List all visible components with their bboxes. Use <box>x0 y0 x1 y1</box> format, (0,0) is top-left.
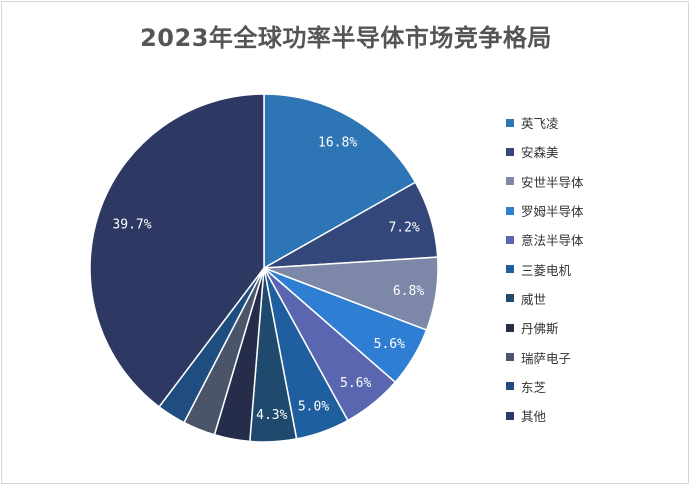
legend-item: 丹佛斯 <box>506 313 584 342</box>
legend-swatch <box>506 353 514 362</box>
legend-label: 安世半导体 <box>521 174 584 190</box>
legend-item: 罗姆半导体 <box>506 196 584 225</box>
data-label: 7.2% <box>388 220 419 235</box>
legend-swatch <box>506 323 514 332</box>
legend-item: 威世 <box>506 284 584 313</box>
legend-swatch <box>506 294 514 303</box>
data-label: 39.7% <box>112 218 151 233</box>
legend-label: 威世 <box>521 291 547 307</box>
legend-swatch <box>506 235 514 244</box>
chart-title: 2023年全球功率半导体市场竞争格局 <box>140 24 552 52</box>
legend-label: 瑞萨电子 <box>521 350 572 366</box>
data-label: 16.8% <box>318 136 357 151</box>
legend-swatch <box>506 382 514 391</box>
legend-swatch <box>506 265 514 274</box>
pie-slice <box>263 93 417 270</box>
legend-item: 安森美 <box>506 137 584 166</box>
legend-swatch <box>506 411 514 420</box>
legend-item: 东芝 <box>506 372 584 401</box>
legend-item: 安世半导体 <box>506 167 584 196</box>
data-label: 6.8% <box>393 284 424 299</box>
legend-label: 丹佛斯 <box>521 321 559 337</box>
legend-label: 罗姆半导体 <box>521 204 584 220</box>
legend-label: 东芝 <box>521 379 547 395</box>
pie-slice <box>89 93 265 408</box>
data-label: 5.6% <box>340 376 371 391</box>
data-label: 4.3% <box>256 408 287 423</box>
legend-item: 英飞凌 <box>506 108 584 137</box>
legend-swatch <box>506 177 514 186</box>
legend-label: 英飞凌 <box>521 116 559 132</box>
legend-item: 意法半导体 <box>506 225 584 254</box>
legend-label: 意法半导体 <box>521 233 584 249</box>
legend-item: 三菱电机 <box>506 254 584 283</box>
legend-item: 瑞萨电子 <box>506 342 584 371</box>
legend-swatch <box>506 206 514 215</box>
legend: 英飞凌安森美安世半导体罗姆半导体意法半导体三菱电机威世丹佛斯瑞萨电子东芝其他 <box>506 108 584 430</box>
legend-item: 其他 <box>506 401 584 430</box>
legend-label: 其他 <box>521 409 547 425</box>
data-label: 5.6% <box>374 337 405 352</box>
legend-swatch <box>506 118 514 127</box>
data-label: 5.0% <box>298 400 329 415</box>
legend-label: 三菱电机 <box>521 262 572 278</box>
legend-swatch <box>506 147 514 156</box>
legend-label: 安森美 <box>521 145 559 161</box>
